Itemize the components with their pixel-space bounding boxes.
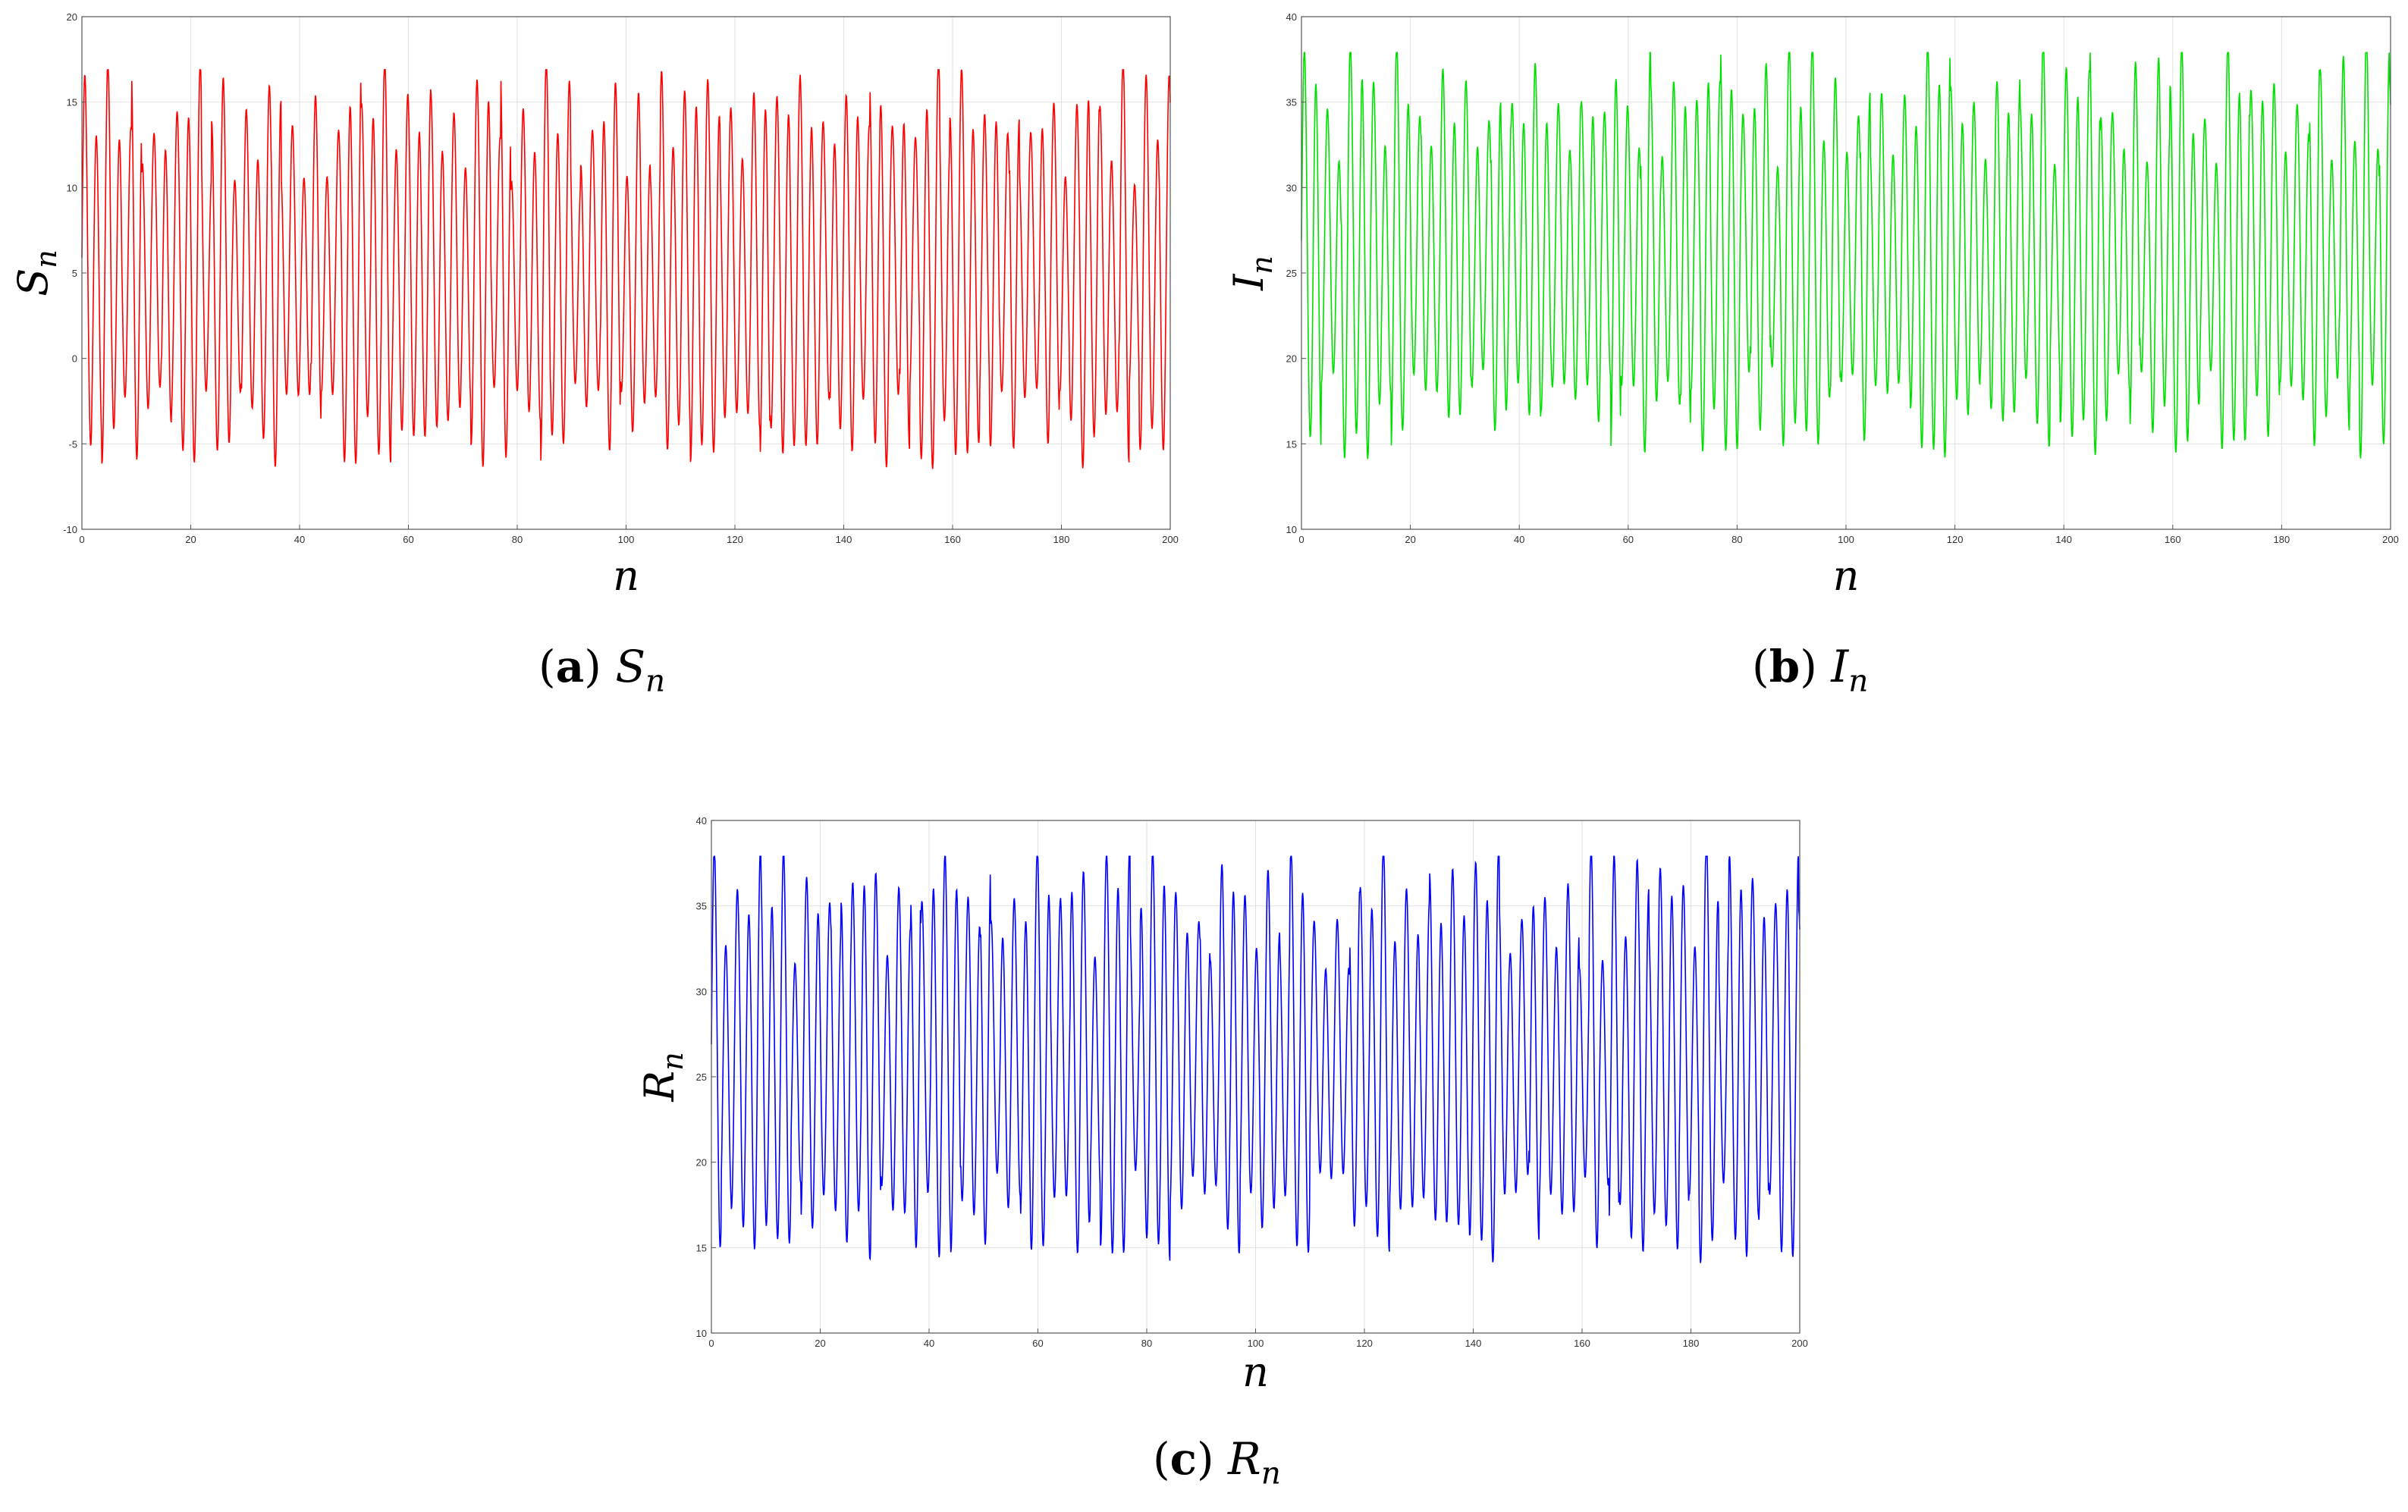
y-axis-label: In (1225, 256, 1279, 291)
y-tick-label: 20 (1286, 353, 1297, 365)
x-axis-label: n (1833, 552, 1860, 600)
x-tick-label: 180 (1053, 534, 1070, 545)
x-tick-label: 120 (1947, 534, 1964, 545)
y-axis-label: Rn (636, 1052, 689, 1102)
x-tick-label: 200 (2382, 534, 2399, 545)
x-tick-label: 20 (1405, 534, 1415, 545)
y-tick-label: 10 (1286, 524, 1297, 535)
x-tick-label: 100 (1838, 534, 1854, 545)
series-line (1301, 52, 2391, 460)
y-tick-label: -5 (68, 438, 77, 450)
y-tick-label: 25 (1286, 268, 1297, 279)
x-tick-label: 60 (1623, 534, 1634, 545)
y-tick-label: -10 (63, 524, 77, 535)
series-line (711, 855, 1801, 1263)
chart-panel-b: 0 20 40 60 80 100 120 140 160 180 200 10 15 20 25 30 35 4… (1225, 11, 2399, 600)
x-tick-label: 160 (944, 534, 961, 545)
x-tick-label: 80 (512, 534, 523, 545)
x-tick-label: 40 (924, 1338, 934, 1349)
x-axis-label: n (1242, 1348, 1269, 1395)
x-tick-label: 80 (1141, 1338, 1152, 1349)
x-tick-label: 200 (1791, 1338, 1808, 1349)
x-tick-label: 0 (708, 1338, 714, 1349)
y-axis-label-main: I (1225, 273, 1273, 291)
y-tick-label: 10 (67, 182, 77, 193)
x-tick-label: 180 (2274, 534, 2290, 545)
y-tick-label: 15 (696, 1242, 707, 1253)
y-axis-label-main: S (9, 268, 57, 296)
x-tick-label: 40 (294, 534, 305, 545)
chart-panel-c: 0 20 40 60 80 100 120 140 160 180 200 10 15 20 25 30 35 4… (636, 815, 1808, 1395)
y-tick-label: 40 (1286, 11, 1297, 23)
y-axis-label-sub: n (30, 249, 63, 268)
x-tick-label: 40 (1514, 534, 1524, 545)
chart-panel-a: 0 20 40 60 80 100 120 140 160 180 200 -10 -5 0 5 10 15 20… (9, 11, 1179, 600)
y-tick-label: 20 (67, 11, 77, 23)
x-tick-label: 80 (1731, 534, 1742, 545)
y-tick-label: 20 (696, 1157, 707, 1169)
x-tick-label: 120 (1356, 1338, 1373, 1349)
x-tick-label: 100 (1248, 1338, 1264, 1349)
x-tick-label: 60 (1032, 1338, 1043, 1349)
y-axis-label-sub: n (656, 1052, 689, 1070)
y-tick-label: 35 (1286, 97, 1297, 108)
x-axis-label: n (613, 552, 639, 600)
x-tick-label: 140 (836, 534, 852, 545)
x-tick-label: 200 (1162, 534, 1179, 545)
x-tick-label: 140 (1465, 1338, 1482, 1349)
y-tick-label: 35 (696, 901, 707, 912)
x-tick-label: 100 (618, 534, 635, 545)
series-line (81, 69, 1171, 469)
x-tick-label: 60 (403, 534, 413, 545)
y-tick-label: 15 (1286, 438, 1297, 450)
caption-a: (a) Sn (538, 641, 666, 699)
y-tick-label: 10 (696, 1328, 707, 1339)
x-tick-label: 120 (727, 534, 743, 545)
y-axis-label-sub: n (1245, 256, 1279, 274)
y-axis-label: Sn (9, 249, 63, 296)
grid (81, 16, 1171, 530)
y-tick-label: 15 (67, 97, 77, 108)
x-tick-label: 180 (1683, 1338, 1700, 1349)
y-tick-label: 0 (72, 353, 77, 365)
y-tick-label: 30 (1286, 182, 1297, 193)
caption-c: (c) Rn (1153, 1433, 1281, 1492)
x-tick-label: 0 (79, 534, 84, 545)
y-axis-label-main: R (636, 1071, 683, 1103)
x-tick-label: 160 (1574, 1338, 1590, 1349)
caption-b: (b) In (1752, 641, 1869, 699)
x-tick-label: 160 (2165, 534, 2181, 545)
y-tick-label: 25 (696, 1071, 707, 1083)
x-tick-label: 0 (1298, 534, 1304, 545)
y-tick-label: 5 (72, 268, 77, 279)
y-tick-label: 30 (696, 986, 707, 997)
x-tick-label: 140 (2055, 534, 2072, 545)
x-tick-label: 20 (815, 1338, 825, 1349)
y-tick-label: 40 (696, 815, 707, 827)
x-tick-label: 20 (185, 534, 196, 545)
